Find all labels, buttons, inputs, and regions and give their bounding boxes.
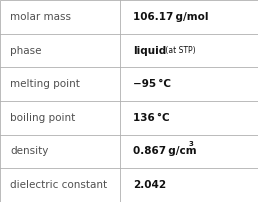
Text: liquid: liquid xyxy=(133,45,166,56)
Text: 3: 3 xyxy=(188,141,193,147)
Text: molar mass: molar mass xyxy=(10,12,71,22)
Text: 106.17 g/mol: 106.17 g/mol xyxy=(133,12,208,22)
Text: −95 °C: −95 °C xyxy=(133,79,171,89)
Text: 136 °C: 136 °C xyxy=(133,113,170,123)
Text: (at STP): (at STP) xyxy=(163,46,195,55)
Text: density: density xyxy=(10,146,49,157)
Text: dielectric constant: dielectric constant xyxy=(10,180,107,190)
Text: melting point: melting point xyxy=(10,79,80,89)
Text: 2.042: 2.042 xyxy=(133,180,166,190)
Text: phase: phase xyxy=(10,45,42,56)
Text: 0.867 g/cm: 0.867 g/cm xyxy=(133,146,197,157)
Text: boiling point: boiling point xyxy=(10,113,76,123)
